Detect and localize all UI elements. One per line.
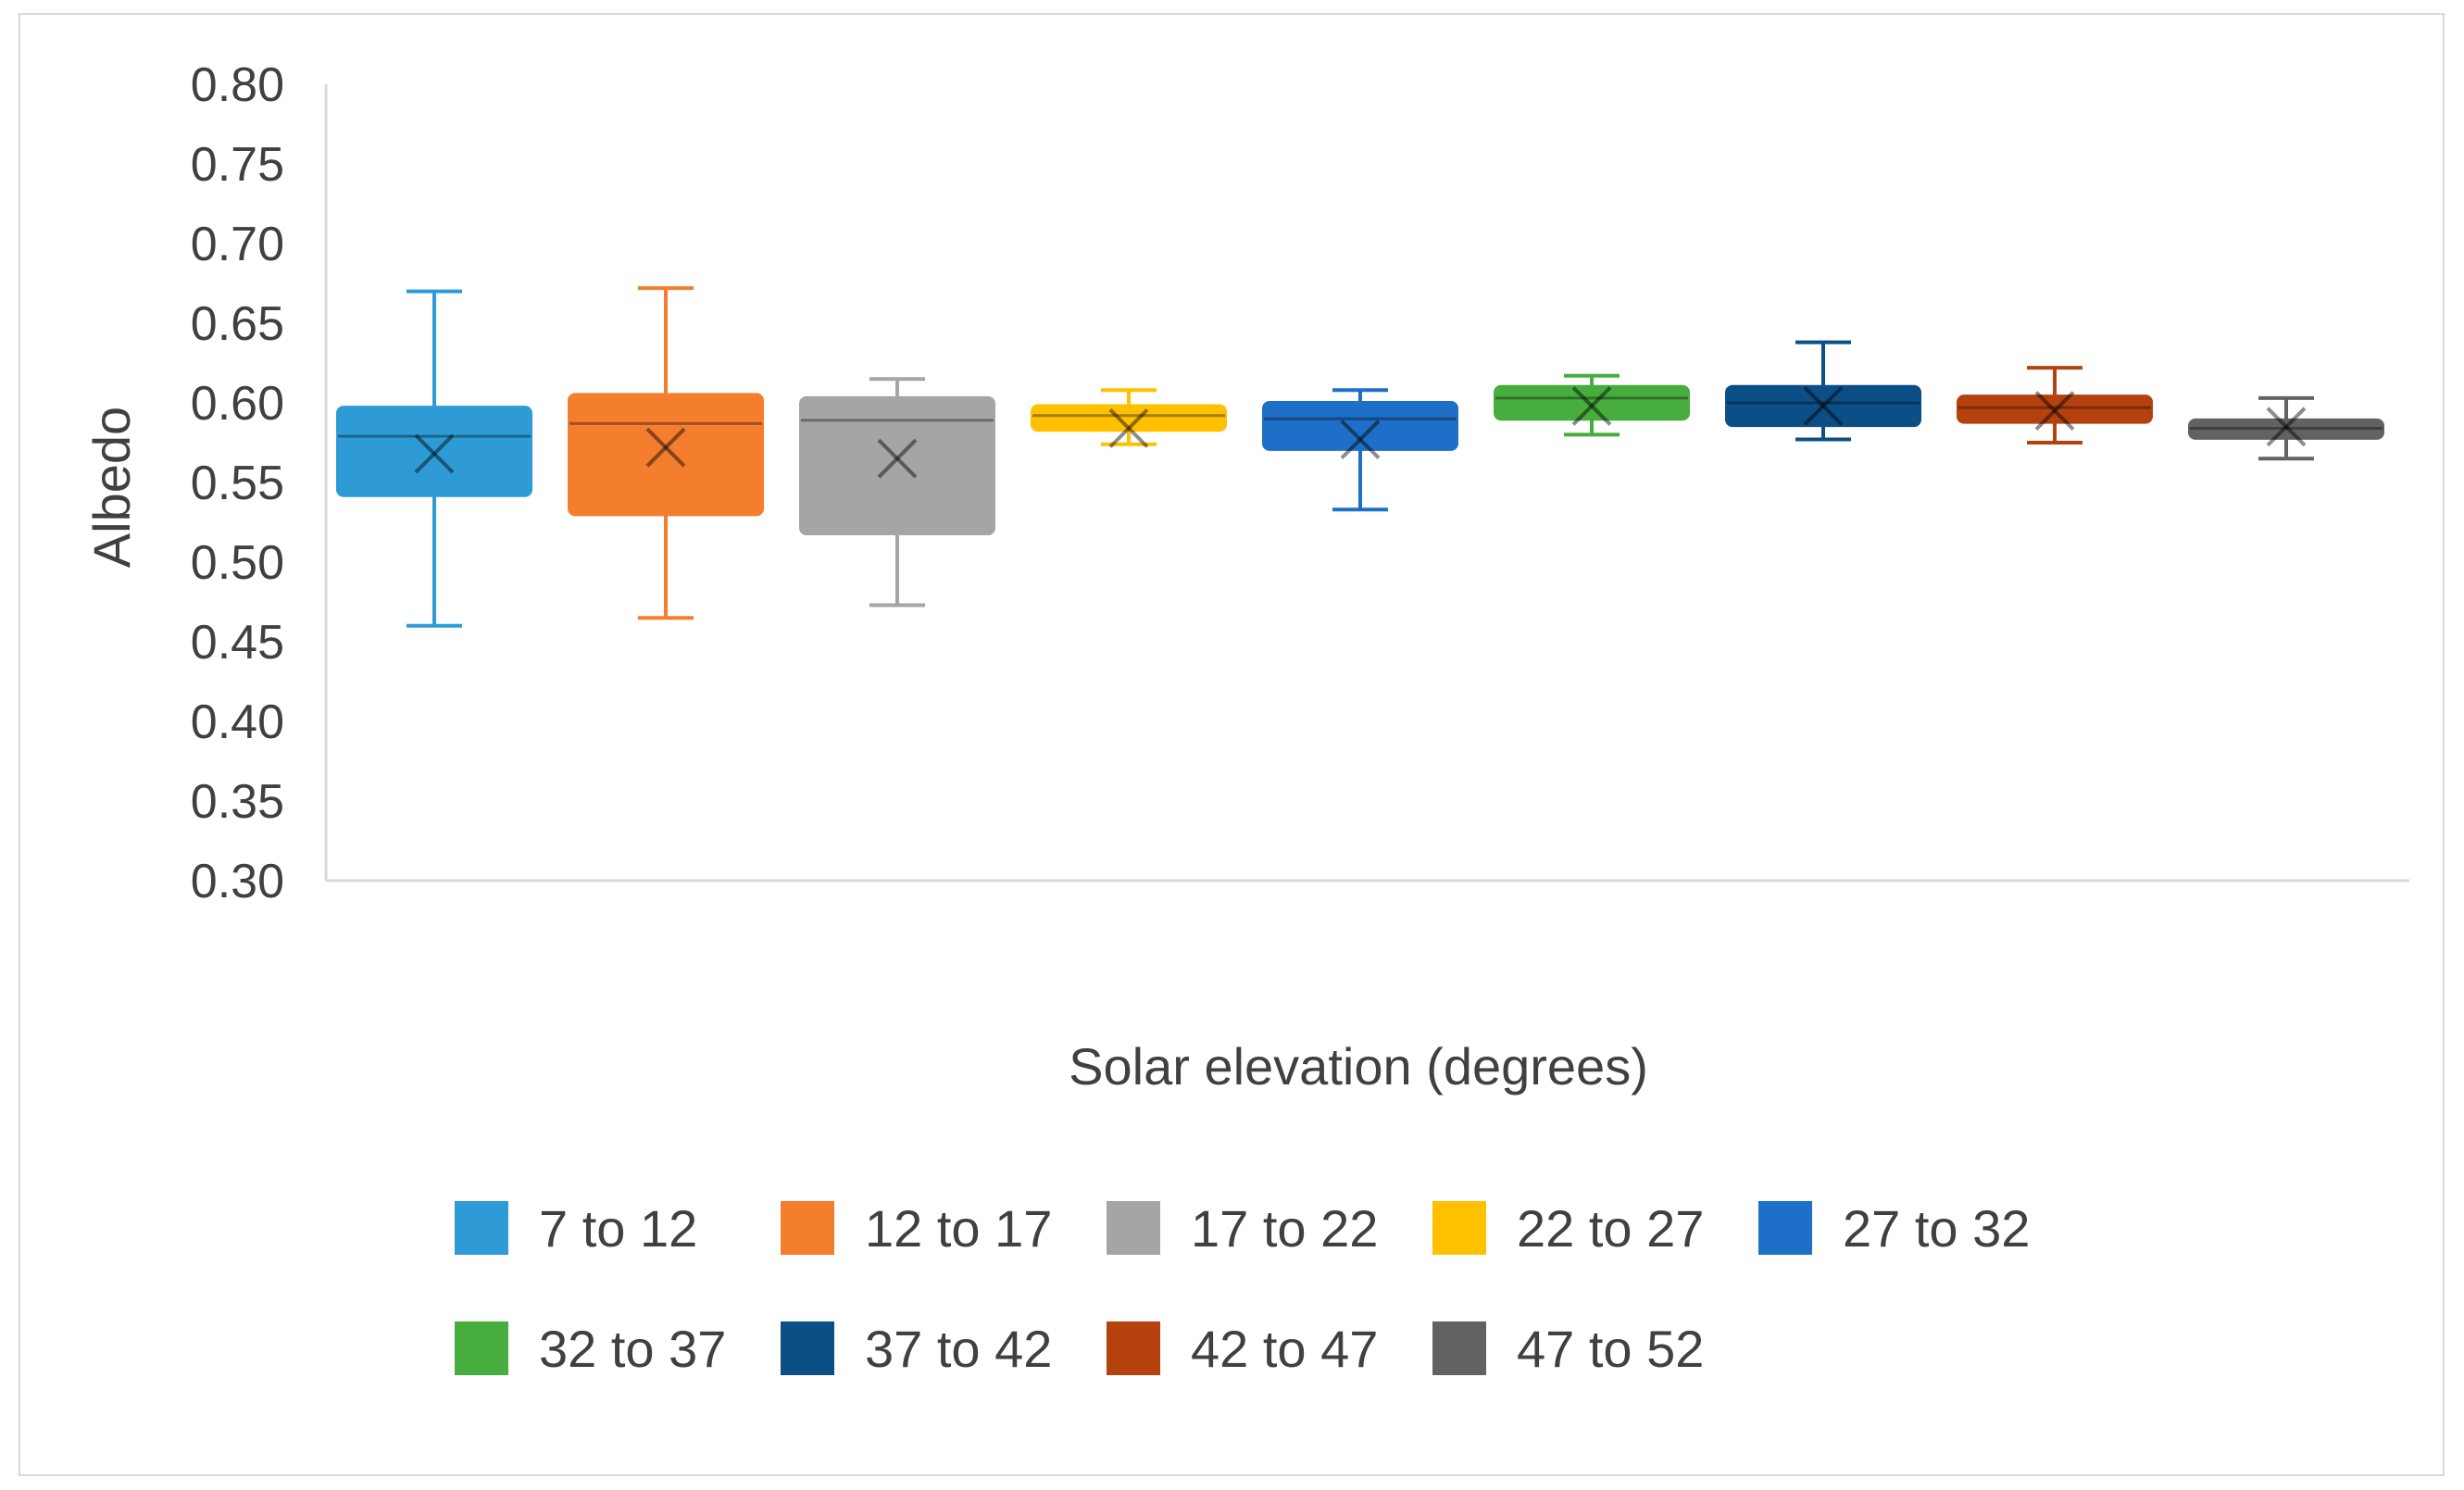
mean-marker <box>2266 407 2307 447</box>
mean-marker <box>2034 391 2075 432</box>
box-group <box>568 286 764 620</box>
legend-item: 37 to 42 <box>781 1320 1052 1378</box>
legend-item: 42 to 47 <box>1107 1320 1378 1378</box>
y-tick-label: 0.65 <box>191 297 284 351</box>
legend-swatch <box>781 1321 834 1375</box>
legend-label: 17 to 22 <box>1191 1199 1378 1258</box>
y-tick-label: 0.60 <box>191 377 284 431</box>
legend-label: 47 to 52 <box>1517 1320 1704 1378</box>
box-iqr <box>2188 418 2384 440</box>
box-iqr <box>799 395 995 536</box>
y-tick-label: 0.70 <box>191 218 284 271</box>
box-group <box>1494 373 1690 437</box>
box-iqr <box>1494 384 1690 421</box>
box-group <box>336 289 532 628</box>
mean-marker <box>645 427 686 468</box>
legend-swatch <box>455 1321 508 1375</box>
box-iqr <box>1725 384 1921 428</box>
mean-marker <box>414 433 455 474</box>
y-tick-label: 0.80 <box>191 58 284 112</box>
legend-swatch <box>1107 1201 1160 1255</box>
legend-label: 22 to 27 <box>1517 1199 1704 1258</box>
mean-marker <box>1108 408 1149 448</box>
box-group <box>1957 366 2153 444</box>
mean-marker <box>2266 407 2307 447</box>
legend-item: 22 to 27 <box>1432 1199 1704 1258</box>
mean-marker <box>1108 408 1149 448</box>
mean-marker <box>1340 419 1381 459</box>
legend-swatch <box>1758 1201 1812 1255</box>
mean-marker <box>2034 391 2075 432</box>
legend-item: 27 to 32 <box>1758 1199 2030 1258</box>
legend-label: 42 to 47 <box>1191 1320 1378 1378</box>
y-tick-label: 0.40 <box>191 695 284 749</box>
y-axis-title: Albedo <box>82 407 141 568</box>
y-tick-label: 0.55 <box>191 457 284 510</box>
legend-label: 32 to 37 <box>539 1320 726 1378</box>
box-iqr <box>1031 404 1227 432</box>
legend-label: 37 to 42 <box>865 1320 1052 1378</box>
mean-marker <box>414 433 455 474</box>
legend-label: 12 to 17 <box>865 1199 1052 1258</box>
legend-swatch <box>1432 1201 1486 1255</box>
legend-label: 7 to 12 <box>539 1199 697 1258</box>
mean-marker <box>1803 386 1844 426</box>
mean-marker <box>645 427 686 468</box>
y-tick-label: 0.30 <box>191 855 284 908</box>
legend-item: 47 to 52 <box>1432 1320 1704 1378</box>
box-group <box>799 377 995 607</box>
mean-marker <box>1571 386 1612 426</box>
legend-item: 12 to 17 <box>781 1199 1052 1258</box>
mean-marker <box>1803 386 1844 426</box>
y-tick-label: 0.75 <box>191 138 284 192</box>
mean-marker <box>1571 386 1612 426</box>
box-group <box>1725 340 1921 442</box>
y-tick-label: 0.45 <box>191 616 284 670</box>
legend-swatch <box>1432 1321 1486 1375</box>
legend-swatch <box>1107 1321 1160 1375</box>
legend-swatch <box>455 1201 508 1255</box>
x-axis-title: Solar elevation (degrees) <box>1069 1037 1648 1096</box>
box-iqr <box>1262 401 1458 451</box>
legend-swatch <box>781 1201 834 1255</box>
box-group <box>1262 388 1458 512</box>
legend-item: 7 to 12 <box>455 1199 697 1258</box>
box-iqr <box>568 393 764 517</box>
y-tick-label: 0.50 <box>191 536 284 590</box>
legend-item: 17 to 22 <box>1107 1199 1378 1258</box>
chart-frame: 0.30 0.35 0.40 0.45 0.50 0.55 0.60 0.65 0.70 0.75… <box>19 13 2445 1476</box>
mean-marker <box>1340 419 1381 459</box>
legend-item: 32 to 37 <box>455 1320 726 1378</box>
box-iqr <box>336 406 532 497</box>
y-tick-label: 0.35 <box>191 775 284 829</box>
albedo-boxplot-chart: 0.30 0.35 0.40 0.45 0.50 0.55 0.60 0.65 0.70 0.75… <box>82 58 2409 1378</box>
mean-marker <box>877 438 918 479</box>
box-iqr <box>1957 394 2153 424</box>
mean-marker <box>877 438 918 479</box>
box-group <box>1031 388 1227 448</box>
legend-label: 27 to 32 <box>1843 1199 2030 1258</box>
box-group <box>2188 395 2384 461</box>
